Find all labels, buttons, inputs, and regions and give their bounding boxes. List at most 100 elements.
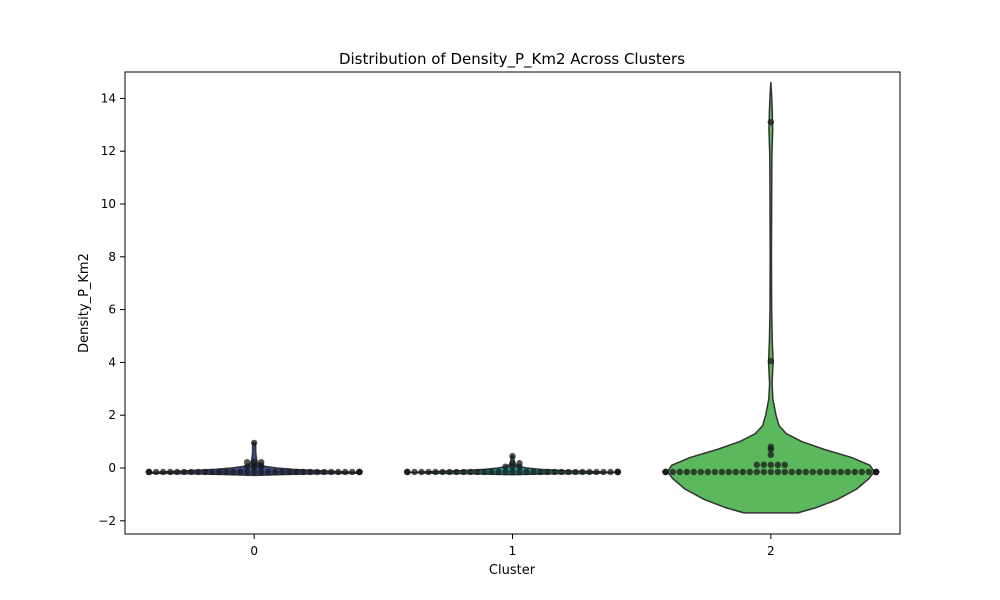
data-point <box>516 463 523 470</box>
data-point <box>565 468 572 476</box>
data-point <box>348 468 356 476</box>
x-tick-label: 0 <box>250 544 258 558</box>
y-axis-label: Density_P_Km2 <box>77 253 92 353</box>
violin-cluster-2 <box>666 81 875 514</box>
data-point <box>697 468 705 476</box>
data-point <box>257 463 265 470</box>
data-point <box>732 468 740 476</box>
data-point <box>278 468 286 476</box>
data-point <box>446 468 453 476</box>
data-point <box>662 468 669 476</box>
data-point <box>432 468 439 476</box>
data-point <box>250 463 258 470</box>
data-point <box>781 468 789 476</box>
data-point <box>257 468 265 476</box>
data-point <box>481 468 488 476</box>
data-point <box>334 468 342 476</box>
data-point <box>767 461 775 469</box>
data-point <box>250 439 258 447</box>
x-tick-label: 1 <box>509 544 517 558</box>
chart-title: Distribution of Density_P_Km2 Across Clu… <box>339 50 685 69</box>
y-tick-label: 14 <box>101 91 116 105</box>
data-point <box>194 468 202 476</box>
y-tick-label: 4 <box>108 355 116 369</box>
data-point <box>173 468 181 476</box>
data-point <box>544 468 551 476</box>
data-point <box>180 468 188 476</box>
data-point <box>537 468 544 476</box>
data-point <box>243 468 251 476</box>
data-point <box>593 468 600 476</box>
data-point <box>509 463 516 470</box>
data-point <box>739 468 747 476</box>
data-point <box>264 468 272 476</box>
data-point <box>600 468 607 476</box>
data-point <box>676 468 684 476</box>
data-point <box>453 468 460 476</box>
data-point <box>816 468 824 476</box>
data-point <box>411 468 418 476</box>
data-point <box>250 468 258 476</box>
data-point <box>704 468 712 476</box>
data-point <box>767 118 775 126</box>
data-point <box>669 468 677 476</box>
data-point <box>788 468 796 476</box>
y-tick-label: 8 <box>108 250 116 264</box>
data-point <box>460 468 467 476</box>
data-point <box>690 468 698 476</box>
data-point <box>299 468 307 476</box>
data-point <box>767 446 775 453</box>
data-point <box>495 468 502 476</box>
data-point <box>579 468 586 476</box>
data-point <box>530 468 537 476</box>
data-point <box>774 468 782 476</box>
x-axis-label: Cluster <box>489 563 536 578</box>
y-tick-label: 6 <box>108 303 116 317</box>
data-point <box>844 468 852 476</box>
data-point <box>271 468 279 476</box>
data-point <box>551 468 558 476</box>
data-point <box>753 468 761 476</box>
data-point <box>865 468 873 476</box>
y-tick-label: 2 <box>108 408 116 422</box>
violin-layer <box>150 81 875 514</box>
y-tick-label: 10 <box>101 197 116 211</box>
data-point <box>201 468 209 476</box>
data-point <box>586 468 593 476</box>
x-tick-label: 2 <box>767 544 775 558</box>
data-point <box>523 468 530 476</box>
data-point <box>145 468 153 476</box>
data-point <box>285 468 293 476</box>
data-point <box>208 468 216 476</box>
data-point <box>711 468 719 476</box>
data-point <box>809 468 817 476</box>
data-point <box>516 468 523 476</box>
data-point <box>767 468 775 476</box>
data-point <box>439 468 446 476</box>
data-point <box>614 468 622 476</box>
data-point <box>725 468 733 476</box>
data-point <box>418 468 425 476</box>
data-point <box>851 468 859 476</box>
data-point <box>467 468 474 476</box>
data-point <box>753 461 761 469</box>
data-point <box>159 468 167 476</box>
data-point <box>327 468 335 476</box>
data-point <box>320 468 328 476</box>
plot-frame <box>124 71 901 535</box>
x-axis: 0 1 2 <box>250 534 775 558</box>
data-point <box>746 468 754 476</box>
data-point <box>607 468 614 476</box>
data-point <box>509 468 516 476</box>
data-point <box>837 468 845 476</box>
data-point <box>767 451 775 458</box>
data-point <box>425 468 432 476</box>
data-point <box>488 468 495 476</box>
data-point <box>243 463 251 470</box>
data-point <box>356 468 363 476</box>
data-point <box>760 461 768 469</box>
y-axis: −2 0 2 4 6 8 10 12 14 <box>98 91 125 528</box>
data-point <box>509 452 516 460</box>
data-point <box>306 468 314 476</box>
